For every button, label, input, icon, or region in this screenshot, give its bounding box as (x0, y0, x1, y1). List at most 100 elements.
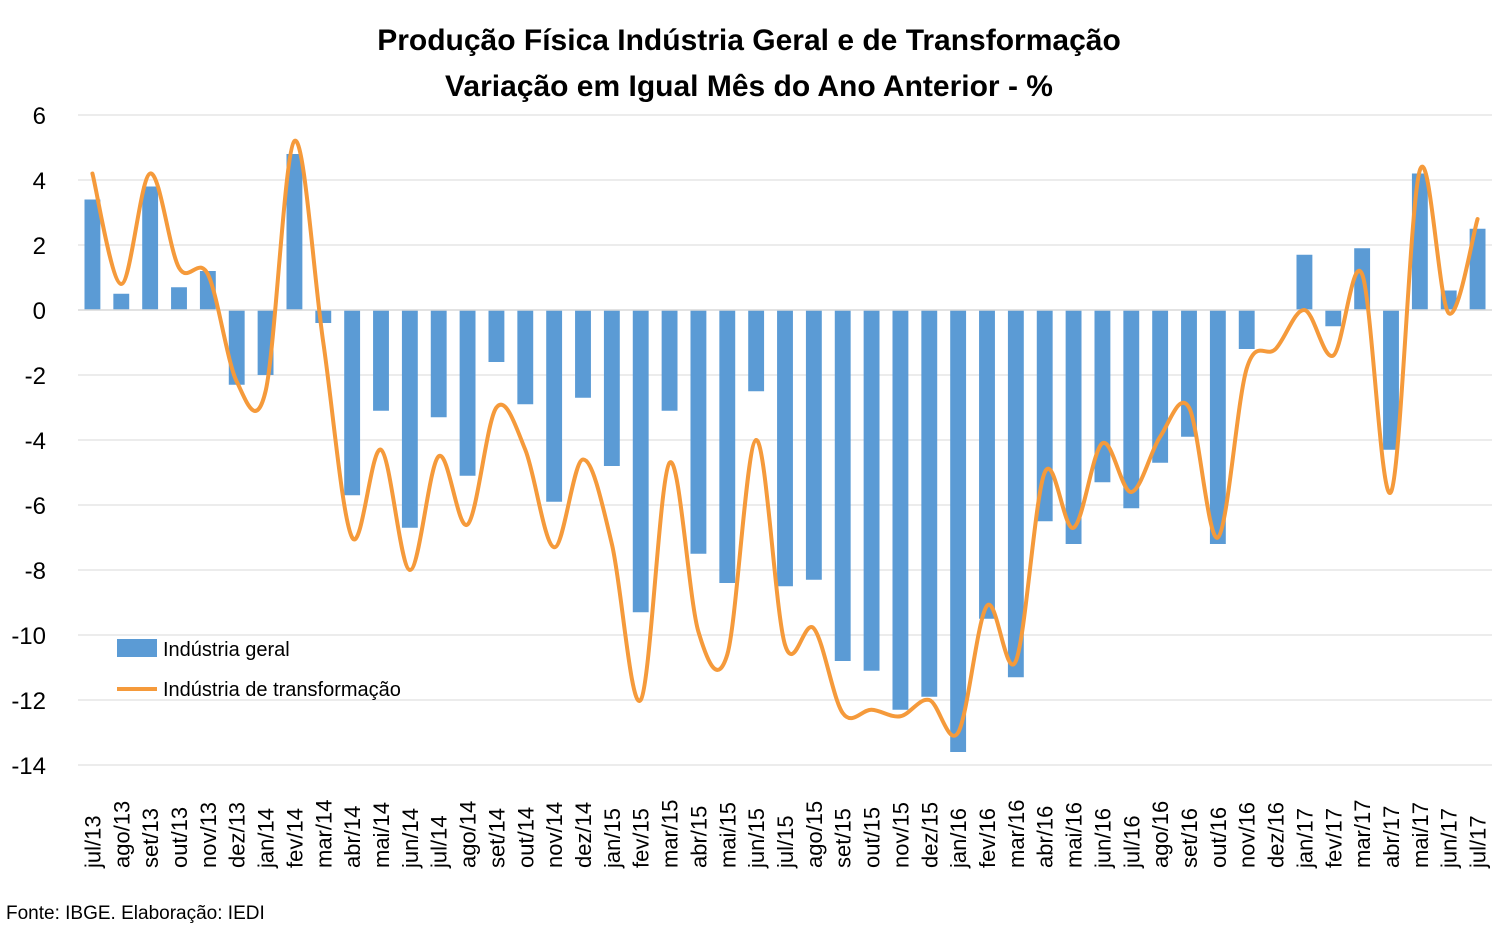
x-tick-label: nov/16 (1235, 802, 1260, 868)
bar-dez/15 (921, 310, 938, 697)
bar-jul/13 (84, 199, 101, 310)
x-tick-label: jan/15 (600, 808, 625, 869)
x-tick-label: jun/15 (744, 808, 769, 869)
x-tick-label: nov/14 (542, 802, 567, 868)
bar-fev/14 (286, 154, 303, 310)
bar-jul/17 (1469, 228, 1486, 310)
bar-jun/15 (748, 310, 765, 392)
y-tick-label: -14 (11, 753, 46, 780)
x-tick-label: fev/17 (1321, 808, 1346, 868)
x-tick-label: jul/14 (427, 815, 452, 869)
bar-mai/16 (1065, 310, 1082, 544)
y-tick-label: -8 (25, 558, 46, 585)
x-tick-label: ago/13 (109, 801, 134, 868)
chart-title: Produção Física Indústria Geral e de Tra… (377, 24, 1121, 57)
bar-ago/14 (459, 310, 476, 476)
bar-ago/15 (805, 310, 822, 580)
x-tick-label: abr/15 (686, 806, 711, 868)
x-tick-label: dez/13 (225, 802, 250, 868)
x-tick-label: dez/14 (571, 802, 596, 868)
x-tick-label: jun/16 (1090, 808, 1115, 869)
x-tick-label: abr/16 (1033, 806, 1058, 868)
x-tick-label: out/14 (513, 807, 538, 868)
y-tick-label: 2 (33, 233, 46, 260)
x-tick-label: fev/16 (975, 808, 1000, 868)
y-tick-label: 4 (33, 168, 46, 195)
bar-series-industria-geral (84, 154, 1486, 752)
bar-jul/14 (430, 310, 447, 418)
bar-out/13 (171, 287, 187, 310)
x-tick-label: ago/15 (802, 801, 827, 868)
y-tick-label: -6 (25, 493, 46, 520)
bar-jun/14 (401, 310, 418, 528)
bar-mar/16 (1007, 310, 1024, 678)
x-axis: jul/13 ago/13 set/13 out/13 nov/13 dez/13 jan/… (80, 800, 1490, 869)
bar-abr/14 (344, 310, 361, 496)
line-series-industria-transformacao (90, 138, 1480, 738)
x-tick-label: abr/14 (340, 806, 365, 868)
legend-swatch-industria-geral (117, 639, 157, 657)
bar-jul/15 (777, 310, 793, 587)
bar-fev/17 (1325, 310, 1342, 327)
legend-label-industria-transformacao: Indústria de transformação (163, 679, 401, 701)
bar-set/15 (834, 310, 851, 661)
x-tick-label: nov/15 (888, 802, 913, 868)
x-tick-label: jul/15 (773, 815, 798, 869)
bar-ago/13 (113, 293, 130, 310)
bar-ago/16 (1152, 310, 1169, 463)
x-tick-label: jul/16 (1119, 815, 1144, 869)
y-tick-label: 0 (33, 298, 46, 325)
bar-abr/17 (1383, 310, 1399, 450)
bar-dez/13 (228, 310, 245, 385)
x-tick-label: dez/16 (1264, 802, 1289, 868)
bar-nov/15 (892, 310, 909, 710)
x-tick-label: jun/14 (398, 808, 423, 869)
x-tick-label: ago/14 (456, 801, 481, 868)
x-tick-label: mar/15 (658, 800, 683, 868)
legend-label-industria-geral: Indústria geral (163, 639, 290, 661)
x-tick-label: jun/17 (1437, 808, 1462, 869)
x-tick-label: mar/17 (1350, 800, 1375, 868)
source-note: Fonte: IBGE. Elaboração: IEDI (6, 903, 265, 924)
x-tick-label: mai/14 (369, 802, 394, 868)
bar-nov/16 (1238, 310, 1255, 349)
bar-jul/16 (1123, 310, 1140, 509)
bar-mai/15 (719, 310, 736, 583)
x-tick-label: out/16 (1206, 807, 1231, 868)
bar-set/14 (488, 310, 505, 362)
x-tick-label: jul/17 (1466, 815, 1491, 869)
x-tick-label: set/13 (138, 808, 163, 868)
x-tick-label: out/13 (167, 807, 192, 868)
bar-fev/15 (632, 310, 649, 613)
x-tick-label: mai/16 (1062, 802, 1087, 868)
x-tick-label: mar/14 (311, 800, 336, 868)
y-axis: 6 4 2 0 -2 -4 -6 -8 -10 -12 -14 (11, 103, 46, 780)
bar-out/14 (517, 310, 534, 405)
bar-set/16 (1181, 310, 1197, 437)
bar-set/13 (142, 186, 159, 310)
x-tick-label: mai/15 (715, 802, 740, 868)
x-tick-label: dez/15 (917, 802, 942, 868)
x-tick-label: set/15 (831, 808, 856, 868)
x-tick-label: nov/13 (196, 802, 221, 868)
x-tick-label: set/14 (484, 808, 509, 868)
x-tick-label: fev/14 (282, 808, 307, 868)
x-tick-label: abr/17 (1379, 806, 1404, 868)
bar-jan/15 (603, 310, 620, 466)
x-tick-label: out/15 (860, 807, 885, 868)
chart-subtitle: Variação em Igual Mês do Ano Anterior - … (445, 70, 1053, 103)
bar-dez/14 (575, 310, 591, 398)
x-tick-label: mar/16 (1004, 800, 1029, 868)
x-tick-label: fev/15 (629, 808, 654, 868)
y-tick-label: -2 (25, 363, 46, 390)
bar-jan/17 (1296, 254, 1313, 310)
x-tick-label: ago/16 (1148, 801, 1173, 868)
bar-jan/16 (950, 310, 967, 752)
y-tick-label: -12 (11, 688, 46, 715)
x-tick-label: jan/17 (1292, 808, 1317, 869)
x-tick-label: jan/14 (254, 808, 279, 869)
x-tick-label: jul/13 (80, 815, 105, 869)
bar-jun/16 (1094, 310, 1111, 483)
legend: Indústria geral Indústria de transformaç… (117, 639, 401, 701)
